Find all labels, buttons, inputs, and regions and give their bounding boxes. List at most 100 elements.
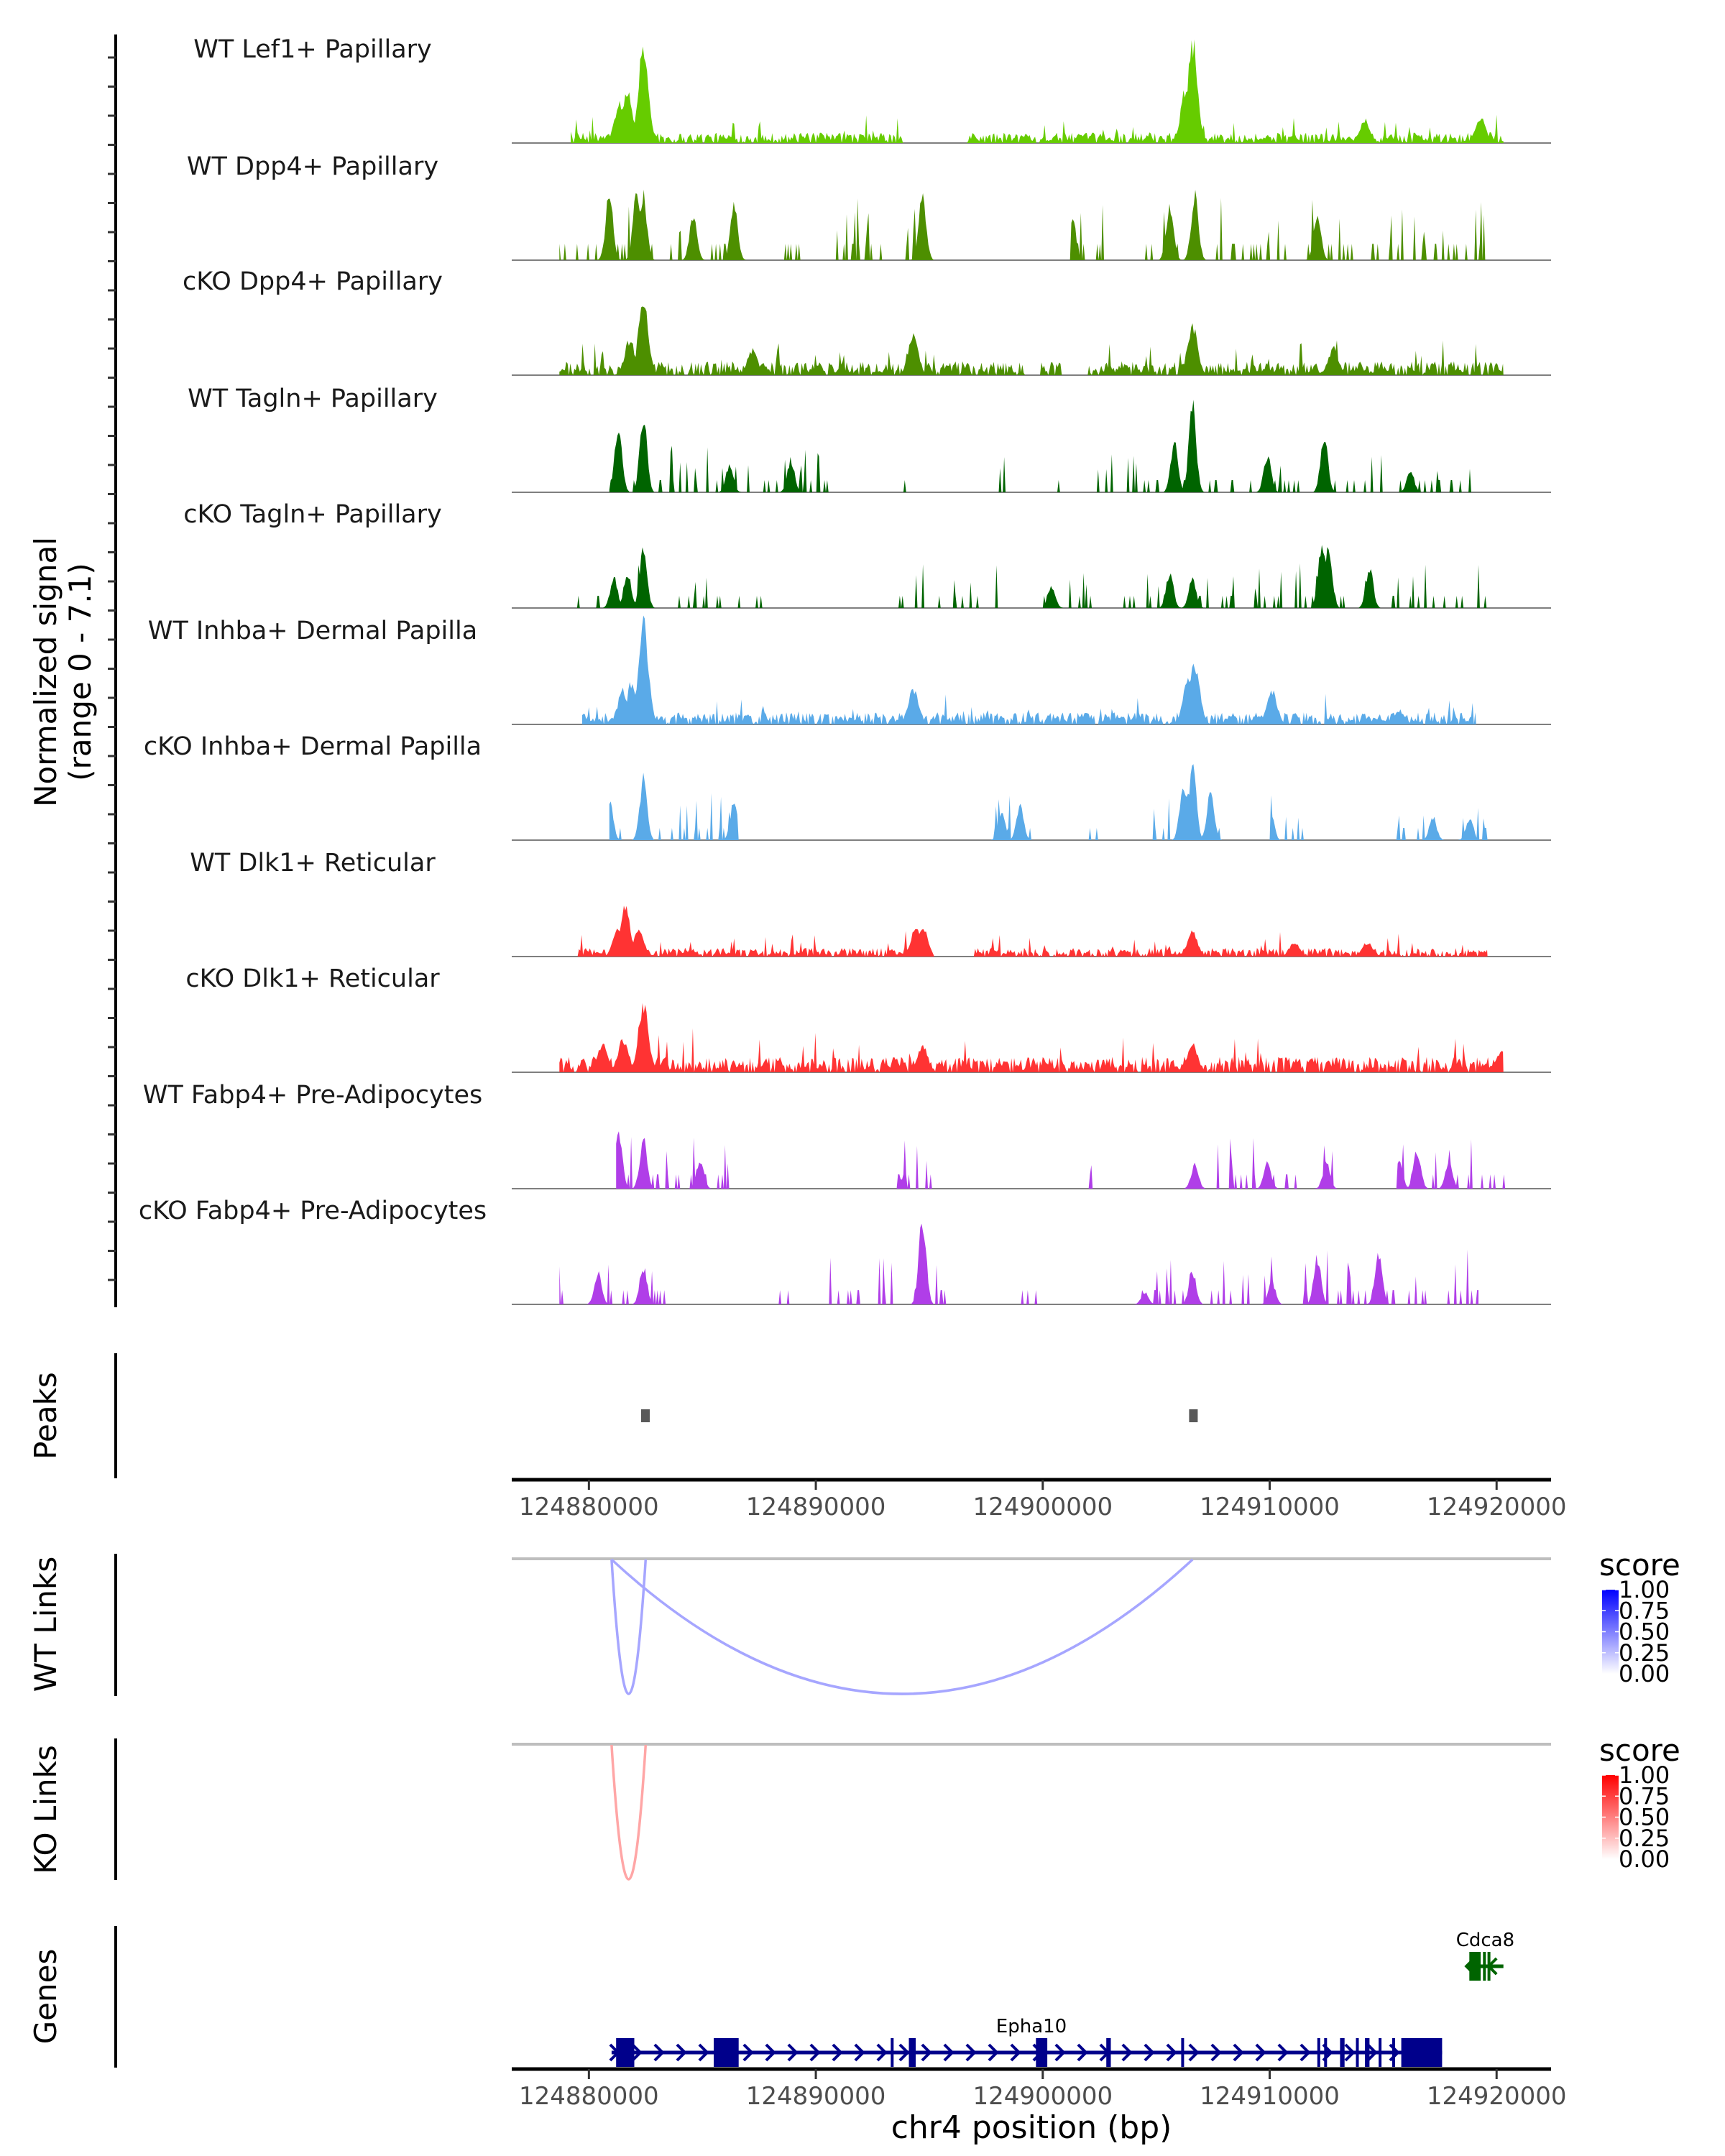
- legend-tick-label: 0.75: [1619, 1597, 1670, 1624]
- strand-arrow: [1166, 2043, 1177, 2062]
- coverage-area: [559, 1223, 1478, 1304]
- track-10: cKO Fabp4+ Pre-Adipocytes: [139, 1197, 1551, 1305]
- track-label: cKO Dlk1+ Reticular: [185, 964, 440, 993]
- peak-region: [1189, 1409, 1198, 1422]
- gene-exon: [1379, 2038, 1382, 2067]
- x-tick-label: 124890000: [746, 1493, 886, 1521]
- strand-arrow: [943, 2043, 954, 2062]
- strand-arrow: [1077, 2043, 1088, 2062]
- signal-y-axis: [108, 34, 117, 1307]
- strand-arrow: [921, 2043, 932, 2062]
- track-1: WT Dpp4+ Papillary: [187, 152, 1551, 261]
- link-arc: [610, 1744, 648, 1881]
- legend-tick-label: 0.50: [1619, 1618, 1670, 1646]
- gene-epha10: Epha10: [609, 2016, 1443, 2067]
- strand-arrow: [1255, 2043, 1266, 2062]
- gene-exon: [891, 2038, 894, 2067]
- coverage-area: [559, 189, 1499, 260]
- strand-arrow: [1344, 2043, 1356, 2062]
- strand-arrow: [965, 2043, 977, 2062]
- x-axis-title: chr4 position (bp): [891, 2109, 1172, 2146]
- x-tick-label: 124880000: [519, 1493, 659, 1521]
- wt-links-label: WT Links: [28, 1557, 63, 1692]
- legend-colorbar: [1602, 1590, 1619, 1674]
- coverage-area: [609, 400, 1476, 492]
- coverage-area: [559, 306, 1504, 375]
- signal-ylabel-line1: Normalized signal: [28, 537, 63, 807]
- peak-region: [641, 1409, 650, 1422]
- strand-arrow: [1054, 2043, 1066, 2062]
- track-label: cKO Tagln+ Papillary: [183, 500, 442, 529]
- strand-arrow: [698, 2043, 709, 2062]
- ko-links-label: KO Links: [28, 1745, 63, 1874]
- x-tick-label: 124880000: [519, 2082, 659, 2111]
- coverage-area: [559, 1003, 1504, 1072]
- gene-exon: [1469, 1952, 1481, 1981]
- wt-links: [610, 1558, 1194, 1695]
- legend-colorbar: [1602, 1775, 1619, 1859]
- genes-label: Genes: [28, 1949, 63, 2045]
- legend-tick-label: 0.00: [1619, 1660, 1670, 1687]
- strand-arrow: [676, 2043, 687, 2062]
- track-0: WT Lef1+ Papillary: [193, 35, 1551, 144]
- strand-arrow: [653, 2043, 665, 2062]
- strand-arrow: [787, 2043, 799, 2062]
- strand-arrow: [742, 2043, 754, 2062]
- strand-arrow: [1188, 2043, 1200, 2062]
- track-8: cKO Dlk1+ Reticular: [185, 964, 1551, 1073]
- gene-exon: [1317, 2038, 1320, 2067]
- track-3: WT Tagln+ Papillary: [188, 384, 1551, 493]
- x-tick-label: 124920000: [1427, 2082, 1567, 2111]
- signal-ylabel-line2: (range 0 - 7.1): [63, 563, 98, 781]
- strand-arrow: [1300, 2043, 1311, 2062]
- track-2: cKO Dpp4+ Papillary: [183, 267, 1551, 376]
- strand-arrow: [631, 2043, 643, 2062]
- legend-tick-label: 0.25: [1619, 1825, 1670, 1852]
- gene-exon: [1483, 1952, 1486, 1981]
- gene-label: Epha10: [996, 2016, 1067, 2037]
- track-label: WT Dlk1+ Reticular: [190, 849, 436, 877]
- track-4: cKO Tagln+ Papillary: [183, 500, 1551, 609]
- coverage-area: [581, 615, 1476, 724]
- peaks-label: Peaks: [28, 1372, 63, 1460]
- track-label: WT Fabp4+ Pre-Adipocytes: [143, 1081, 482, 1110]
- track-9: WT Fabp4+ Pre-Adipocytes: [143, 1081, 1551, 1189]
- legend-tick-label: 1.00: [1619, 1576, 1670, 1603]
- peak-regions: [641, 1409, 1198, 1422]
- track-label: WT Tagln+ Papillary: [188, 384, 438, 413]
- track-label: WT Lef1+ Papillary: [193, 35, 432, 64]
- strand-arrow: [1121, 2043, 1133, 2062]
- gene-cdca8: Cdca8: [1456, 1930, 1514, 1981]
- track-label: cKO Inhba+ Dermal Papilla: [144, 732, 482, 761]
- track-label: WT Dpp4+ Papillary: [187, 152, 438, 181]
- x-tick-label: 124900000: [972, 1493, 1113, 1521]
- gene-exon: [714, 2038, 739, 2067]
- coverage-area: [566, 545, 1495, 608]
- legend-title: score: [1599, 1547, 1680, 1583]
- legend-tick-label: 0.25: [1619, 1639, 1670, 1667]
- coverage-area: [571, 40, 1504, 143]
- legend-tick-label: 0.75: [1619, 1782, 1670, 1810]
- legend-tick-label: 0.00: [1619, 1846, 1670, 1873]
- strand-arrow: [876, 2043, 888, 2062]
- gene-exon: [1392, 2038, 1395, 2067]
- gene-label: Cdca8: [1456, 1930, 1514, 1951]
- track-7: WT Dlk1+ Reticular: [190, 849, 1551, 957]
- gene-exon: [1036, 2038, 1048, 2067]
- track-6: cKO Inhba+ Dermal Papilla: [144, 732, 1551, 841]
- strand-arrow: [1277, 2043, 1289, 2062]
- signal-tracks: WT Lef1+ Papillary WT Dpp4+ Papillary cKO …: [139, 35, 1551, 1305]
- legend-tick-label: 0.50: [1619, 1804, 1670, 1831]
- gene-exon: [1340, 2038, 1345, 2067]
- link-arc: [610, 1559, 648, 1695]
- x-tick-label: 124890000: [746, 2082, 886, 2111]
- x-tick-label: 124920000: [1427, 1493, 1567, 1521]
- track-label: cKO Fabp4+ Pre-Adipocytes: [139, 1197, 487, 1225]
- strand-arrow: [1210, 2043, 1222, 2062]
- strand-arrow: [854, 2043, 865, 2062]
- coverage-area: [609, 764, 1492, 840]
- track-5: WT Inhba+ Dermal Papilla: [148, 615, 1551, 725]
- strand-arrow: [1233, 2043, 1244, 2062]
- coverage-area: [577, 906, 1488, 957]
